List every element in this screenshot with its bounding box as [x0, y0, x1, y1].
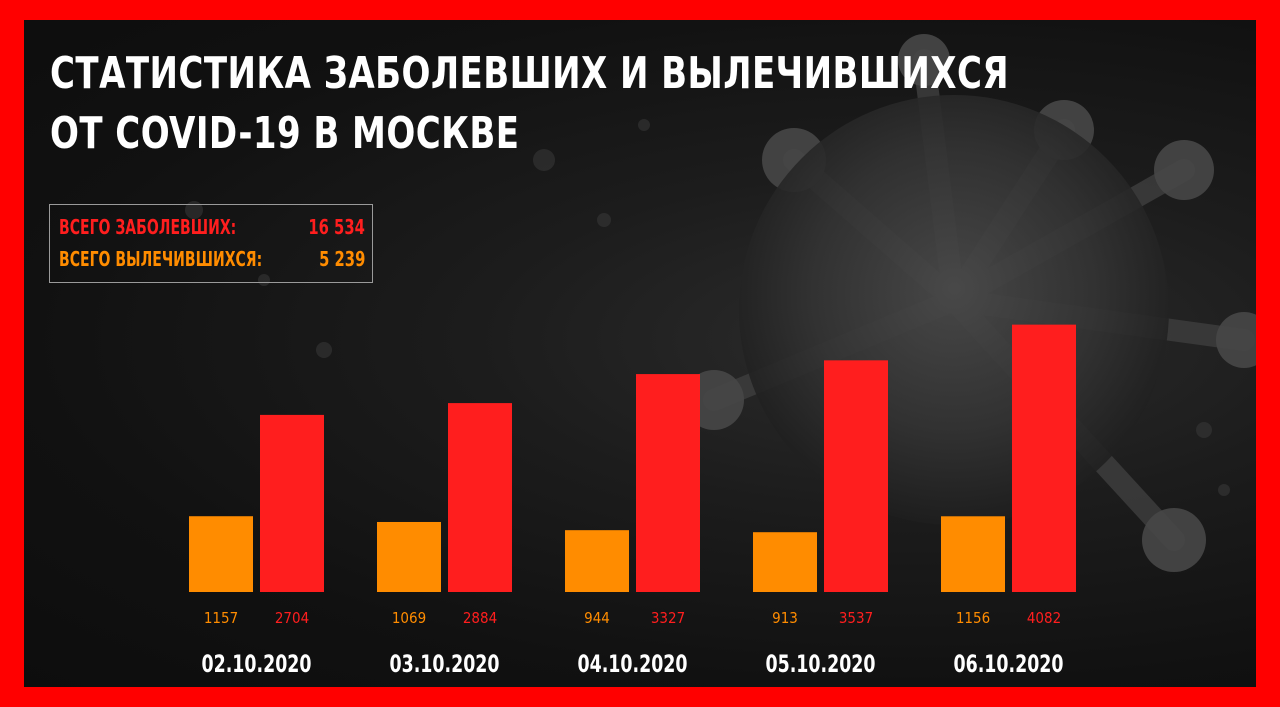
bar-cases-2 — [448, 403, 512, 592]
bar-chart: 1157 2704 02.10.2020 1069 2884 03.10.2020 944 3… — [189, 324, 1076, 678]
x-tick-label-5: 06.10.2020 — [954, 650, 1064, 678]
bar-recovered-4 — [753, 532, 817, 592]
bar-cases-1 — [260, 414, 324, 592]
total-recovered-value: 5 239 — [318, 247, 365, 271]
data-label-cases-3: 3327 — [651, 609, 685, 627]
bar-recovered-3 — [565, 530, 629, 592]
data-label-recovered-5: 1156 — [956, 609, 990, 627]
bar-recovered-5 — [941, 516, 1005, 592]
bar-cases-3 — [636, 374, 700, 592]
data-label-recovered-1: 1157 — [204, 609, 238, 627]
total-cases-row: ВСЕГО ЗАБОЛЕВШИХ: 16 534 — [59, 212, 365, 242]
title-line-1: СТАТИСТИКА ЗАБОЛЕВШИХ И ВЫЛЕЧИВШИХСЯ — [50, 48, 1010, 99]
total-cases-label: ВСЕГО ЗАБОЛЕВШИХ: — [59, 215, 237, 239]
data-label-recovered-2: 1069 — [392, 609, 426, 627]
total-recovered-label: ВСЕГО ВЫЛЕЧИВШИХСЯ: — [59, 247, 263, 271]
x-tick-label-2: 03.10.2020 — [390, 650, 500, 678]
data-label-cases-5: 4082 — [1027, 609, 1061, 627]
bar-cases-4 — [824, 360, 888, 592]
data-label-cases-4: 3537 — [839, 609, 873, 627]
bar-recovered-1 — [189, 516, 253, 592]
data-label-recovered-4: 913 — [772, 609, 798, 627]
total-cases-value: 16 534 — [308, 215, 365, 239]
bar-cases-5 — [1012, 324, 1076, 592]
data-label-cases-2: 2884 — [463, 609, 497, 627]
x-tick-label-3: 04.10.2020 — [578, 650, 688, 678]
total-recovered-row: ВСЕГО ВЫЛЕЧИВШИХСЯ: 5 239 — [59, 244, 365, 274]
data-label-recovered-3: 944 — [584, 609, 610, 627]
title-line-2: ОТ COVID-19 В МОСКВЕ — [50, 108, 520, 159]
data-label-cases-1: 2704 — [275, 609, 309, 627]
chart-panel: СТАТИСТИКА ЗАБОЛЕВШИХ И ВЫЛЕЧИВШИХСЯ ОТ … — [24, 20, 1256, 687]
x-tick-label-1: 02.10.2020 — [202, 650, 312, 678]
bar-recovered-2 — [377, 521, 441, 592]
totals-box: ВСЕГО ЗАБОЛЕВШИХ: 16 534 ВСЕГО ВЫЛЕЧИВШИ… — [49, 204, 373, 283]
x-tick-label-4: 05.10.2020 — [766, 650, 876, 678]
chart-title: СТАТИСТИКА ЗАБОЛЕВШИХ И ВЫЛЕЧИВШИХСЯ ОТ … — [50, 44, 1009, 164]
